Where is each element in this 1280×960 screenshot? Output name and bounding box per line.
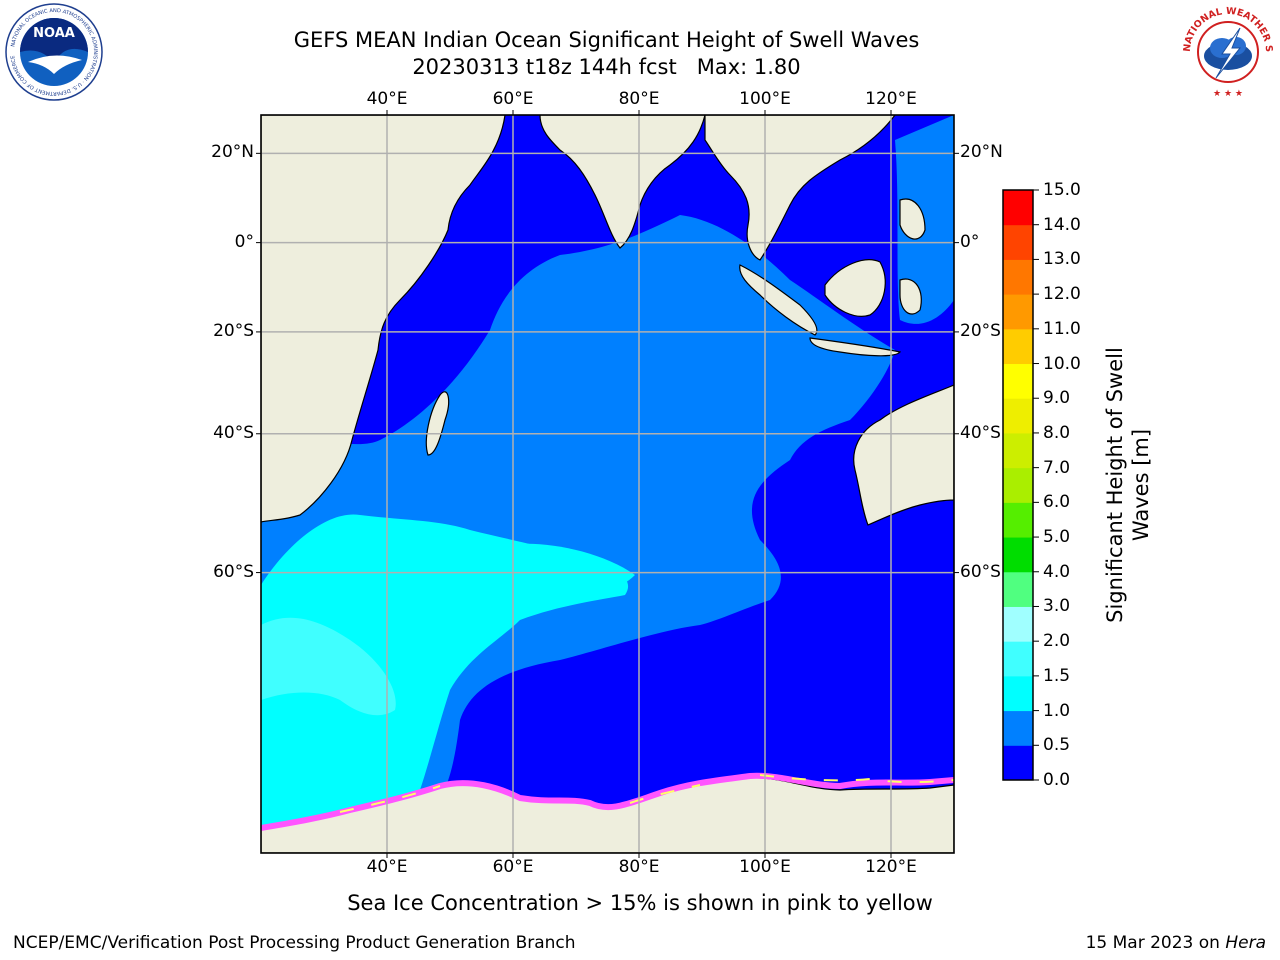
lat-tick-label-right: 20°N	[960, 142, 1003, 163]
nws-logo: NATIONAL WEATHER SERVICE ★ ★ ★	[1178, 2, 1275, 99]
colorbar-tick-label: 13.0	[1043, 249, 1081, 270]
colorbar-segment	[1003, 537, 1033, 573]
colorbar-segment	[1003, 363, 1033, 399]
colorbar-tick-label: 4.0	[1043, 561, 1071, 582]
colorbar-tick-label: 14.0	[1043, 214, 1081, 235]
land-india	[539, 115, 706, 249]
lat-tick-label-left: 40°S	[213, 422, 254, 443]
land-australia	[853, 384, 954, 526]
lon-tick-label-bottom: 120°E	[865, 857, 917, 877]
land-southeast-asia	[704, 115, 896, 261]
land-madagascar	[425, 391, 450, 456]
colorbar-tick-label: 6.0	[1043, 492, 1071, 513]
lat-tick-label-left: 0°	[234, 231, 254, 252]
lon-tick-label-bottom: 100°E	[739, 857, 791, 877]
lon-tick-label-top: 40°E	[366, 89, 408, 109]
noaa-logo: NOAA NATIONAL OCEANIC AND ATMOSPHERIC AD…	[5, 3, 103, 101]
svg-text:★ ★ ★: ★ ★ ★	[1213, 89, 1243, 99]
date-stamp: 15 Mar 2023 on Hera	[1085, 933, 1266, 953]
colorbar-segment	[1003, 571, 1033, 607]
sea-ice-caption: Sea Ice Concentration > 15% is shown in …	[347, 891, 933, 915]
lat-tick-label-right: 0°	[960, 231, 980, 252]
lat-tick-label-right: 20°S	[960, 320, 1001, 341]
land-borneo	[824, 259, 886, 317]
colorbar-tick-label: 0.5	[1043, 735, 1071, 756]
colorbar-tick-label: 8.0	[1043, 422, 1071, 443]
lat-tick-label-left: 20°S	[213, 320, 254, 341]
map-title: GEFS MEAN Indian Ocean Significant Heigh…	[293, 28, 920, 52]
colorbar-tick-label: 1.5	[1043, 665, 1071, 686]
colorbar-tick-label: 0.0	[1043, 770, 1071, 790]
lat-tick-label-right: 40°S	[960, 422, 1001, 443]
colorbar-segment	[1003, 328, 1033, 365]
colorbar-frame	[1002, 189, 1034, 781]
colorbar-segment	[1003, 294, 1033, 330]
colorbar-segment	[1003, 190, 1033, 226]
colorbar-segment	[1003, 710, 1033, 746]
colorbar-tick-label: 15.0	[1043, 180, 1081, 200]
lon-tick-label-bottom: 80°E	[618, 857, 660, 877]
colorbar-tick-label: 2.0	[1043, 631, 1071, 652]
map-subtitle: 20230313 t18z 144h fcst Max: 1.80	[412, 55, 801, 79]
colorbar-segment	[1003, 675, 1033, 712]
colorbar-tick-label: 3.0	[1043, 596, 1071, 617]
lon-tick-label-bottom: 40°E	[366, 857, 408, 877]
colorbar-segment	[1003, 467, 1033, 503]
colorbar-segment	[1003, 259, 1033, 295]
colorbar-segment	[1003, 432, 1033, 469]
colorbar-tick-label: 10.0	[1043, 353, 1081, 374]
colorbar-segment	[1003, 398, 1033, 434]
colorbar-segment	[1003, 745, 1033, 781]
colorbar-label: Significant Height of Swell Waves [m]	[1103, 347, 1153, 623]
lat-tick-label-right: 60°S	[960, 561, 1001, 582]
lon-tick-label-bottom: 60°E	[492, 857, 534, 877]
colorbar-tick-label: 9.0	[1043, 388, 1071, 409]
colorbar-segment	[1003, 641, 1033, 677]
land-sumatra	[739, 264, 818, 336]
swell-higher-region	[261, 617, 396, 716]
colorbar-tick-label: 12.0	[1043, 284, 1081, 305]
map-gridlines	[261, 115, 954, 853]
land-africa-arabia	[261, 115, 506, 523]
lat-tick-label-left: 60°S	[213, 561, 254, 582]
lon-tick-label-top: 80°E	[618, 89, 660, 109]
colorbar-segment	[1003, 224, 1033, 260]
colorbar-tick-label: 11.0	[1043, 318, 1081, 339]
lon-tick-label-top: 100°E	[739, 89, 791, 109]
map-frame	[260, 114, 955, 854]
colorbar-segment	[1003, 606, 1033, 642]
credit-line: NCEP/EMC/Verification Post Processing Pr…	[13, 933, 576, 953]
colorbar-tick-label: 5.0	[1043, 527, 1071, 548]
lon-tick-label-top: 60°E	[492, 89, 534, 109]
lat-tick-label-left: 20°N	[211, 142, 254, 163]
lon-tick-label-top: 120°E	[865, 89, 917, 109]
svg-text:NOAA: NOAA	[33, 26, 75, 41]
swell-high-region	[261, 514, 629, 835]
colorbar-segment	[1003, 502, 1033, 538]
colorbar-tick-label: 1.0	[1043, 700, 1071, 721]
land-java	[809, 337, 902, 357]
colorbar-tick-label: 7.0	[1043, 457, 1071, 478]
